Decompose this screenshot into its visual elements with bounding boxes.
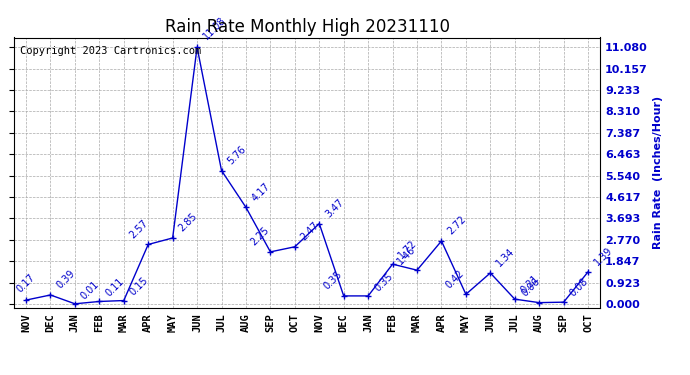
Text: 1.72: 1.72 bbox=[397, 238, 419, 260]
Text: 4.17: 4.17 bbox=[250, 181, 273, 203]
Y-axis label: Rain Rate  (Inches/Hour): Rain Rate (Inches/Hour) bbox=[653, 96, 664, 249]
Text: 3.47: 3.47 bbox=[324, 197, 346, 219]
Text: 0.01: 0.01 bbox=[79, 279, 101, 301]
Title: Rain Rate Monthly High 20231110: Rain Rate Monthly High 20231110 bbox=[164, 18, 450, 36]
Text: 0.08: 0.08 bbox=[568, 276, 590, 298]
Text: 0.11: 0.11 bbox=[104, 276, 126, 299]
Text: 2.25: 2.25 bbox=[248, 225, 270, 248]
Text: 0.21: 0.21 bbox=[519, 273, 541, 295]
Text: 2.57: 2.57 bbox=[128, 218, 150, 240]
Text: 5.76: 5.76 bbox=[226, 144, 248, 166]
Text: 0.35: 0.35 bbox=[322, 270, 344, 292]
Text: 0.35: 0.35 bbox=[373, 271, 395, 293]
Text: Copyright 2023 Cartronics.com: Copyright 2023 Cartronics.com bbox=[19, 46, 201, 56]
Text: 0.39: 0.39 bbox=[55, 268, 77, 291]
Text: 1.39: 1.39 bbox=[592, 246, 614, 268]
Text: 0.42: 0.42 bbox=[444, 268, 466, 290]
Text: 0.06: 0.06 bbox=[520, 276, 542, 298]
Text: 11.08: 11.08 bbox=[201, 15, 228, 42]
Text: 2.72: 2.72 bbox=[446, 214, 468, 237]
Text: 0.15: 0.15 bbox=[128, 276, 150, 298]
Text: 1.46: 1.46 bbox=[395, 244, 417, 266]
Text: 2.47: 2.47 bbox=[299, 220, 322, 243]
Text: 1.34: 1.34 bbox=[495, 247, 517, 269]
Text: 0.17: 0.17 bbox=[15, 272, 37, 294]
Text: 2.85: 2.85 bbox=[177, 211, 199, 234]
